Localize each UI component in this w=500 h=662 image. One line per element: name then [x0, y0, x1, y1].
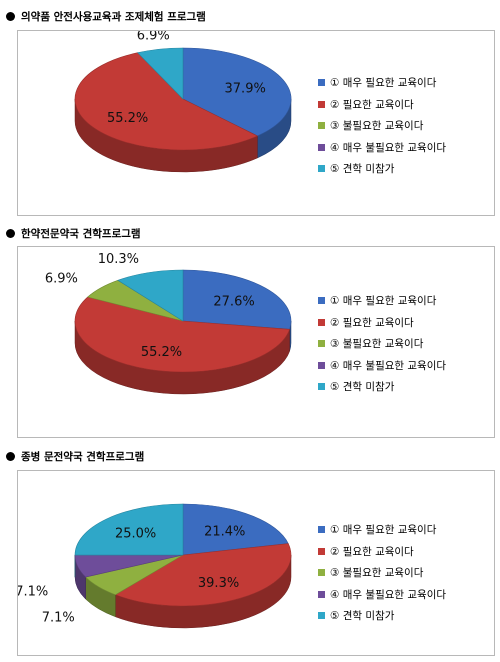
- legend-label: ③ 불필요한 교육이다: [330, 338, 424, 351]
- pie-slice: [117, 269, 184, 322]
- chart-1-pie: 37.9% 55.2% 6.9%: [74, 31, 292, 173]
- legend-item: ④ 매우 불필요한 교육이다: [318, 355, 446, 377]
- pie-slice: [74, 503, 184, 556]
- legend-label: ④ 매우 불필요한 교육이다: [330, 359, 447, 372]
- pie-slice: [114, 543, 292, 607]
- legend-label: ③ 불필요한 교육이다: [330, 120, 424, 133]
- pie-slice: [74, 52, 259, 151]
- legend-swatch: [318, 547, 325, 555]
- legend-swatch: [318, 122, 325, 130]
- chart-1-heading: 의약품 안전사용교육과 조제체험 프로그램: [6, 9, 206, 24]
- legend-swatch: [318, 143, 325, 151]
- chart-3-panel: 21.4% 39.3% 7.1% 7.1% 25.0% ① 매우 필요한 교육이다 ② …: [17, 470, 495, 656]
- legend-item: ① 매우 필요한 교육이다: [318, 519, 446, 541]
- legend-label: ② 필요한 교육이다: [330, 98, 414, 111]
- legend-item: ⑤ 견학 미참가: [318, 605, 446, 627]
- legend-label: ④ 매우 불필요한 교육이다: [330, 141, 447, 154]
- legend-item: ⑤ 견학 미참가: [318, 158, 446, 180]
- legend-label: ⑤ 견학 미참가: [330, 163, 395, 176]
- chart-2-heading: 한약전문약국 견학프로그램: [6, 226, 141, 241]
- legend-swatch: [318, 100, 325, 108]
- pie-slice: [182, 503, 289, 556]
- legend-item: ③ 불필요한 교육이다: [318, 333, 446, 355]
- legend-swatch: [318, 361, 325, 369]
- legend-item: ③ 불필요한 교육이다: [318, 562, 446, 584]
- pie-data-label: 6.9%: [45, 272, 78, 287]
- chart-3-title: 종병 문전약국 견학프로그램: [21, 451, 145, 463]
- pie-data-label: 6.9%: [137, 31, 170, 43]
- chart-1-title: 의약품 안전사용교육과 조제체험 프로그램: [21, 11, 206, 23]
- legend-swatch: [318, 383, 325, 391]
- legend-item: ② 필요한 교육이다: [318, 94, 446, 116]
- legend-swatch: [318, 612, 325, 620]
- legend-label: ③ 불필요한 교육이다: [330, 567, 424, 580]
- chart-2-title: 한약전문약국 견학프로그램: [21, 228, 141, 240]
- legend-label: ⑤ 견학 미참가: [330, 610, 395, 623]
- chart-3-heading: 종병 문전약국 견학프로그램: [6, 449, 144, 464]
- legend-label: ④ 매우 불필요한 교육이다: [330, 588, 447, 601]
- legend-swatch: [318, 165, 325, 173]
- legend-item: ③ 불필요한 교육이다: [318, 115, 446, 137]
- legend-label: ① 매우 필요한 교육이다: [330, 295, 437, 308]
- legend-label: ① 매우 필요한 교육이다: [330, 524, 437, 537]
- legend-item: ① 매우 필요한 교육이다: [318, 72, 446, 94]
- legend-label: ② 필요한 교육이다: [330, 545, 414, 558]
- legend-item: ① 매우 필요한 교육이다: [318, 290, 446, 312]
- pie-slice: [74, 296, 290, 373]
- legend-swatch: [318, 590, 325, 598]
- bullet-icon: [6, 229, 15, 238]
- legend-label: ⑤ 견학 미참가: [330, 381, 395, 394]
- legend-swatch: [318, 79, 325, 87]
- legend-swatch: [318, 340, 325, 348]
- pie-data-label: 21.4%: [204, 524, 245, 539]
- chart-2-panel: 27.6% 55.2% 6.9% 10.3% ① 매우 필요한 교육이다 ② 필요한 …: [17, 246, 495, 438]
- pie-data-label: 39.3%: [198, 576, 239, 591]
- legend-label: ① 매우 필요한 교육이다: [330, 77, 437, 90]
- legend-item: ② 필요한 교육이다: [318, 312, 446, 334]
- pie-data-label: 25.0%: [115, 527, 156, 542]
- bullet-icon: [6, 12, 15, 21]
- pie-data-label: 10.3%: [98, 252, 139, 267]
- legend-item: ④ 매우 불필요한 교육이다: [318, 137, 446, 159]
- pie-data-label: 55.2%: [107, 111, 148, 126]
- bullet-icon: [6, 452, 15, 461]
- chart-3-pie: 21.4% 39.3% 7.1% 7.1% 25.0%: [18, 503, 292, 629]
- legend-item: ⑤ 견학 미참가: [318, 376, 446, 398]
- chart-2-pie: 27.6% 55.2% 6.9% 10.3%: [45, 252, 292, 395]
- pie-slice: [182, 47, 292, 137]
- chart-1-panel: 37.9% 55.2% 6.9% ① 매우 필요한 교육이다 ② 필요한 교육이다 …: [17, 30, 495, 216]
- legend-swatch: [318, 526, 325, 534]
- pie-slice: [182, 269, 292, 330]
- legend-swatch: [318, 569, 325, 577]
- pie-data-label: 37.9%: [225, 81, 266, 96]
- pie-slice: [137, 47, 184, 100]
- chart-2-legend: ① 매우 필요한 교육이다 ② 필요한 교육이다 ③ 불필요한 교육이다 ④ 매…: [318, 290, 446, 398]
- chart-3-legend: ① 매우 필요한 교육이다 ② 필요한 교육이다 ③ 불필요한 교육이다 ④ 매…: [318, 519, 446, 627]
- legend-item: ④ 매우 불필요한 교육이다: [318, 584, 446, 606]
- legend-swatch: [318, 297, 325, 305]
- pie-data-label: 7.1%: [18, 585, 48, 600]
- pie-data-label: 27.6%: [213, 295, 254, 310]
- legend-label: ② 필요한 교육이다: [330, 316, 414, 329]
- legend-item: ② 필요한 교육이다: [318, 541, 446, 563]
- pie-data-label: 7.1%: [42, 611, 75, 626]
- chart-1-legend: ① 매우 필요한 교육이다 ② 필요한 교육이다 ③ 불필요한 교육이다 ④ 매…: [318, 72, 446, 180]
- pie-data-label: 55.2%: [141, 345, 182, 360]
- legend-swatch: [318, 318, 325, 326]
